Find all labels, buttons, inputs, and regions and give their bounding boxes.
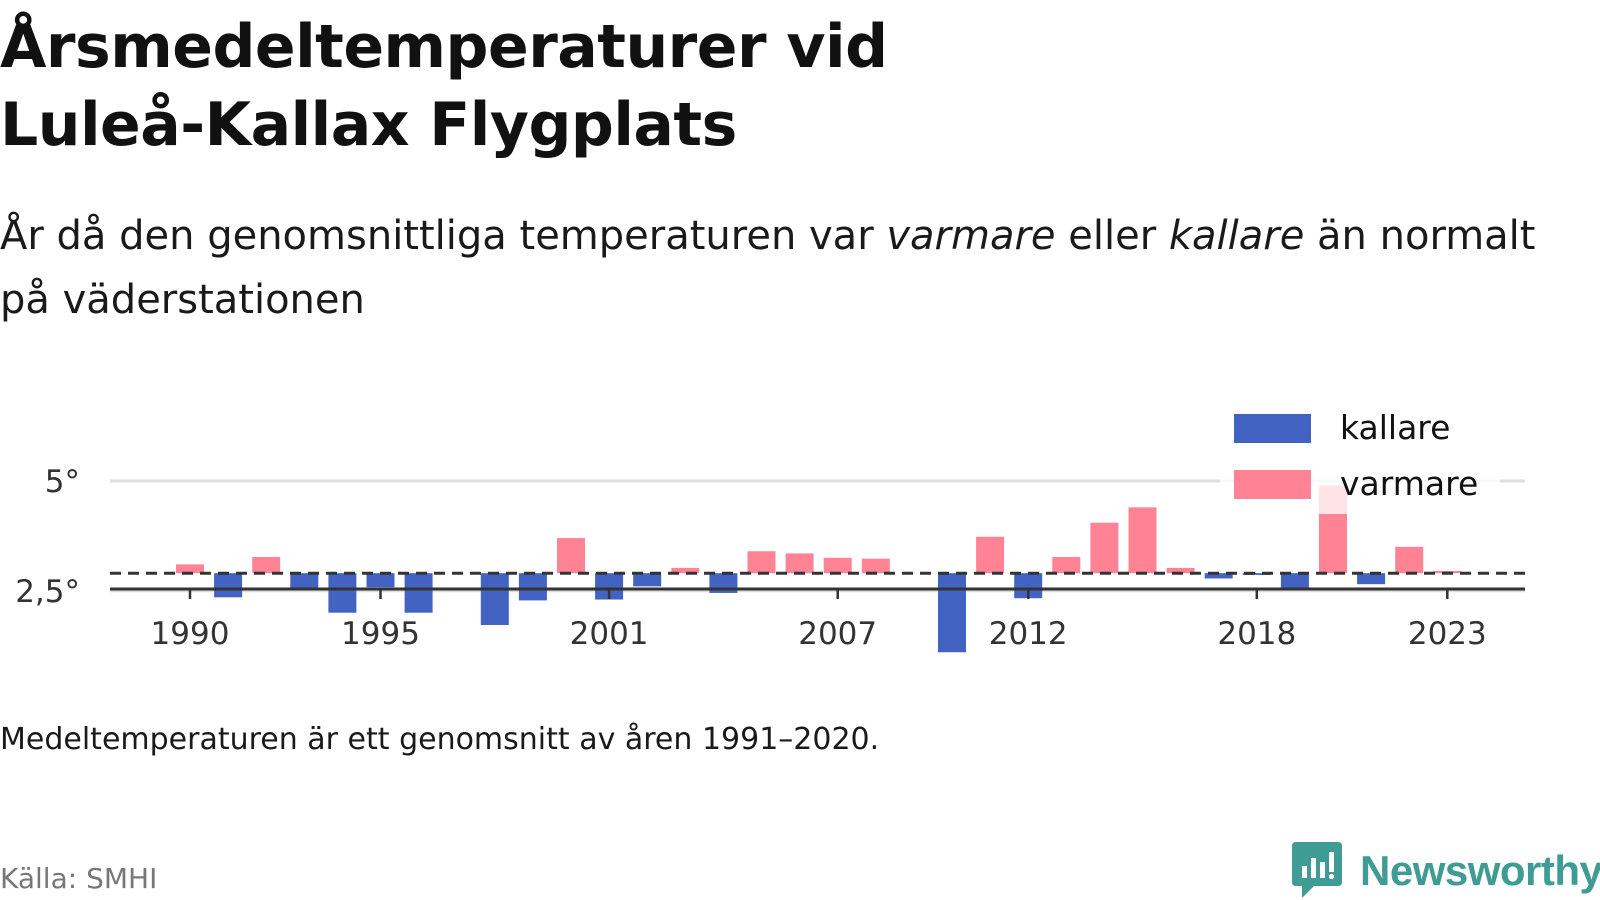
title-line-2: Luleå-Kallax Flygplats <box>0 90 737 160</box>
bar-2005 <box>747 551 776 574</box>
brand-name: Newsworthy <box>1360 847 1600 894</box>
bar-2014 <box>1090 522 1119 574</box>
legend-swatch-varmare <box>1234 470 1311 499</box>
bar-2019 <box>1280 573 1309 589</box>
legend-label: kallare <box>1340 408 1450 447</box>
x-tick-label: 2018 <box>1217 616 1296 652</box>
x-tick-label: 2012 <box>989 616 1068 652</box>
bar-1992 <box>252 556 281 574</box>
bar-1994 <box>328 573 357 613</box>
legend-swatch-kallare <box>1234 414 1311 443</box>
bar-2011 <box>976 536 1005 574</box>
bar-1996 <box>404 573 433 613</box>
bar-2003 <box>671 567 700 574</box>
source-label: Källa: SMHI <box>0 862 158 895</box>
bar-2016 <box>1166 567 1195 574</box>
bar-2008 <box>861 558 890 574</box>
subtitle-part-2: eller <box>1055 213 1169 259</box>
bar-1998 <box>480 573 509 625</box>
bar-2022 <box>1395 546 1424 574</box>
bar-1990 <box>176 564 204 574</box>
chart-subtitle: År då den genomsnittliga temperaturen va… <box>0 204 1560 332</box>
bar-2007 <box>823 557 852 574</box>
temperature-bar-chart: 2,5° 5° 1990 1995 2001 2007 2012 2018 2023 kalla… <box>15 402 1525 653</box>
legend-label: varmare <box>1340 464 1478 503</box>
x-tick-label: 2023 <box>1408 616 1487 652</box>
newsworthy-logo-icon <box>1292 842 1342 898</box>
bar-2010 <box>938 573 966 653</box>
bar-1999 <box>518 573 547 601</box>
subtitle-warm-word: varmare <box>886 213 1056 259</box>
newsworthy-logo: Newsworthy <box>1292 842 1600 900</box>
bar-2006 <box>785 553 814 574</box>
bar-2017 <box>1204 573 1233 579</box>
y-tick-label: 2,5° <box>15 574 80 610</box>
subtitle-part-1: År då den genomsnittliga temperaturen va… <box>0 213 887 259</box>
x-tick-label: 1995 <box>341 616 420 652</box>
bar-2002 <box>633 573 662 587</box>
bar-1991 <box>214 573 243 598</box>
x-tick-label: 1990 <box>151 616 230 652</box>
bar-2021 <box>1357 573 1386 585</box>
bar-1993 <box>290 573 319 589</box>
bar-2000 <box>557 538 585 574</box>
x-tick-label: 2001 <box>570 616 649 652</box>
x-tick-label: 2007 <box>798 616 877 652</box>
bar-2018 <box>1242 573 1271 575</box>
title-line-1: Årsmedeltemperaturer vid <box>0 12 888 82</box>
footnote: Medeltemperaturen är ett genomsnitt av å… <box>0 722 880 757</box>
subtitle-part-3: än normalt på väderstationen <box>0 213 1536 323</box>
chart-title: Årsmedeltemperaturer vid Luleå-Kallax Fl… <box>0 8 1100 164</box>
bar-2013 <box>1052 556 1081 574</box>
bar-2015 <box>1128 507 1157 574</box>
subtitle-cold-word: kallare <box>1168 213 1305 259</box>
y-tick-label: 5° <box>45 464 80 500</box>
bar-1995 <box>366 573 395 588</box>
